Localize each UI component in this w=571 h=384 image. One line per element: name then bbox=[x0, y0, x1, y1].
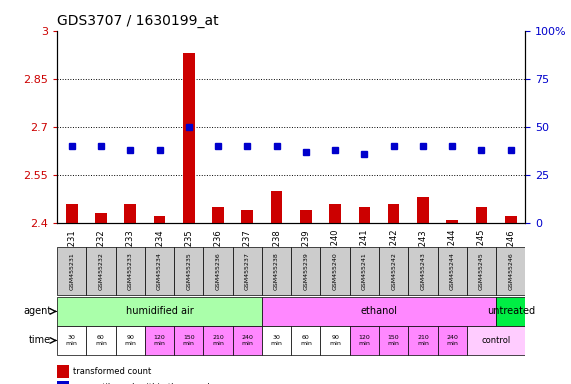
FancyBboxPatch shape bbox=[174, 326, 203, 355]
Bar bbox=[242, 210, 253, 223]
Text: 90
min: 90 min bbox=[329, 335, 341, 346]
Text: GSM455237: GSM455237 bbox=[245, 252, 250, 290]
FancyBboxPatch shape bbox=[496, 297, 525, 326]
FancyBboxPatch shape bbox=[115, 326, 145, 355]
Bar bbox=[329, 204, 341, 223]
Bar bbox=[359, 207, 370, 223]
FancyBboxPatch shape bbox=[203, 247, 233, 295]
FancyBboxPatch shape bbox=[379, 326, 408, 355]
Bar bbox=[300, 210, 312, 223]
FancyBboxPatch shape bbox=[115, 247, 145, 295]
Text: time: time bbox=[29, 336, 51, 346]
Bar bbox=[95, 213, 107, 223]
FancyBboxPatch shape bbox=[57, 297, 262, 326]
Text: 120
min: 120 min bbox=[154, 335, 166, 346]
FancyBboxPatch shape bbox=[291, 326, 320, 355]
FancyBboxPatch shape bbox=[408, 247, 437, 295]
FancyBboxPatch shape bbox=[233, 326, 262, 355]
Bar bbox=[447, 220, 458, 223]
Text: 210
min: 210 min bbox=[417, 335, 429, 346]
FancyBboxPatch shape bbox=[262, 326, 291, 355]
Bar bbox=[57, 381, 69, 384]
FancyBboxPatch shape bbox=[437, 326, 467, 355]
FancyBboxPatch shape bbox=[145, 247, 174, 295]
FancyBboxPatch shape bbox=[86, 326, 115, 355]
Text: ethanol: ethanol bbox=[360, 306, 397, 316]
Text: percentile rank within the sample: percentile rank within the sample bbox=[73, 383, 215, 384]
FancyBboxPatch shape bbox=[496, 247, 525, 295]
FancyBboxPatch shape bbox=[349, 326, 379, 355]
Text: GSM455239: GSM455239 bbox=[303, 252, 308, 290]
Text: GSM455233: GSM455233 bbox=[128, 252, 133, 290]
Text: 120
min: 120 min bbox=[359, 335, 371, 346]
Text: GDS3707 / 1630199_at: GDS3707 / 1630199_at bbox=[57, 14, 219, 28]
Text: GSM455241: GSM455241 bbox=[362, 252, 367, 290]
Text: humidified air: humidified air bbox=[126, 306, 194, 316]
FancyBboxPatch shape bbox=[291, 247, 320, 295]
Bar bbox=[124, 204, 136, 223]
Text: GSM455234: GSM455234 bbox=[157, 252, 162, 290]
Bar bbox=[57, 365, 69, 377]
Text: GSM455244: GSM455244 bbox=[449, 252, 455, 290]
FancyBboxPatch shape bbox=[262, 297, 496, 326]
Text: GSM455236: GSM455236 bbox=[215, 252, 220, 290]
FancyBboxPatch shape bbox=[467, 326, 525, 355]
Text: GSM455242: GSM455242 bbox=[391, 252, 396, 290]
FancyBboxPatch shape bbox=[174, 247, 203, 295]
Text: GSM455243: GSM455243 bbox=[420, 252, 425, 290]
Bar bbox=[505, 216, 517, 223]
Bar bbox=[154, 216, 166, 223]
Text: 150
min: 150 min bbox=[183, 335, 195, 346]
Text: transformed count: transformed count bbox=[73, 367, 151, 376]
FancyBboxPatch shape bbox=[320, 247, 349, 295]
Text: 30
min: 30 min bbox=[66, 335, 78, 346]
Text: untreated: untreated bbox=[486, 306, 535, 316]
FancyBboxPatch shape bbox=[57, 326, 86, 355]
Text: 240
min: 240 min bbox=[446, 335, 458, 346]
Bar bbox=[271, 191, 283, 223]
Text: agent: agent bbox=[23, 306, 51, 316]
FancyBboxPatch shape bbox=[145, 326, 174, 355]
Bar bbox=[417, 197, 429, 223]
Bar bbox=[476, 207, 487, 223]
Text: GSM455245: GSM455245 bbox=[479, 252, 484, 290]
Text: 60
min: 60 min bbox=[300, 335, 312, 346]
Bar bbox=[66, 204, 78, 223]
Text: 210
min: 210 min bbox=[212, 335, 224, 346]
Text: GSM455240: GSM455240 bbox=[332, 252, 337, 290]
Text: GSM455231: GSM455231 bbox=[69, 252, 74, 290]
FancyBboxPatch shape bbox=[262, 247, 291, 295]
Text: GSM455232: GSM455232 bbox=[98, 252, 103, 290]
FancyBboxPatch shape bbox=[86, 247, 115, 295]
FancyBboxPatch shape bbox=[437, 247, 467, 295]
Text: GSM455238: GSM455238 bbox=[274, 252, 279, 290]
Text: control: control bbox=[481, 336, 510, 345]
FancyBboxPatch shape bbox=[379, 247, 408, 295]
Text: 90
min: 90 min bbox=[124, 335, 136, 346]
FancyBboxPatch shape bbox=[408, 326, 437, 355]
FancyBboxPatch shape bbox=[349, 247, 379, 295]
FancyBboxPatch shape bbox=[57, 247, 86, 295]
FancyBboxPatch shape bbox=[320, 326, 349, 355]
Text: 240
min: 240 min bbox=[242, 335, 254, 346]
Bar bbox=[388, 204, 400, 223]
Text: GSM455246: GSM455246 bbox=[508, 252, 513, 290]
Text: GSM455235: GSM455235 bbox=[186, 252, 191, 290]
Bar bbox=[183, 53, 195, 223]
Text: 150
min: 150 min bbox=[388, 335, 400, 346]
FancyBboxPatch shape bbox=[467, 247, 496, 295]
Text: 60
min: 60 min bbox=[95, 335, 107, 346]
Bar bbox=[212, 207, 224, 223]
FancyBboxPatch shape bbox=[233, 247, 262, 295]
Text: 30
min: 30 min bbox=[271, 335, 283, 346]
FancyBboxPatch shape bbox=[203, 326, 233, 355]
